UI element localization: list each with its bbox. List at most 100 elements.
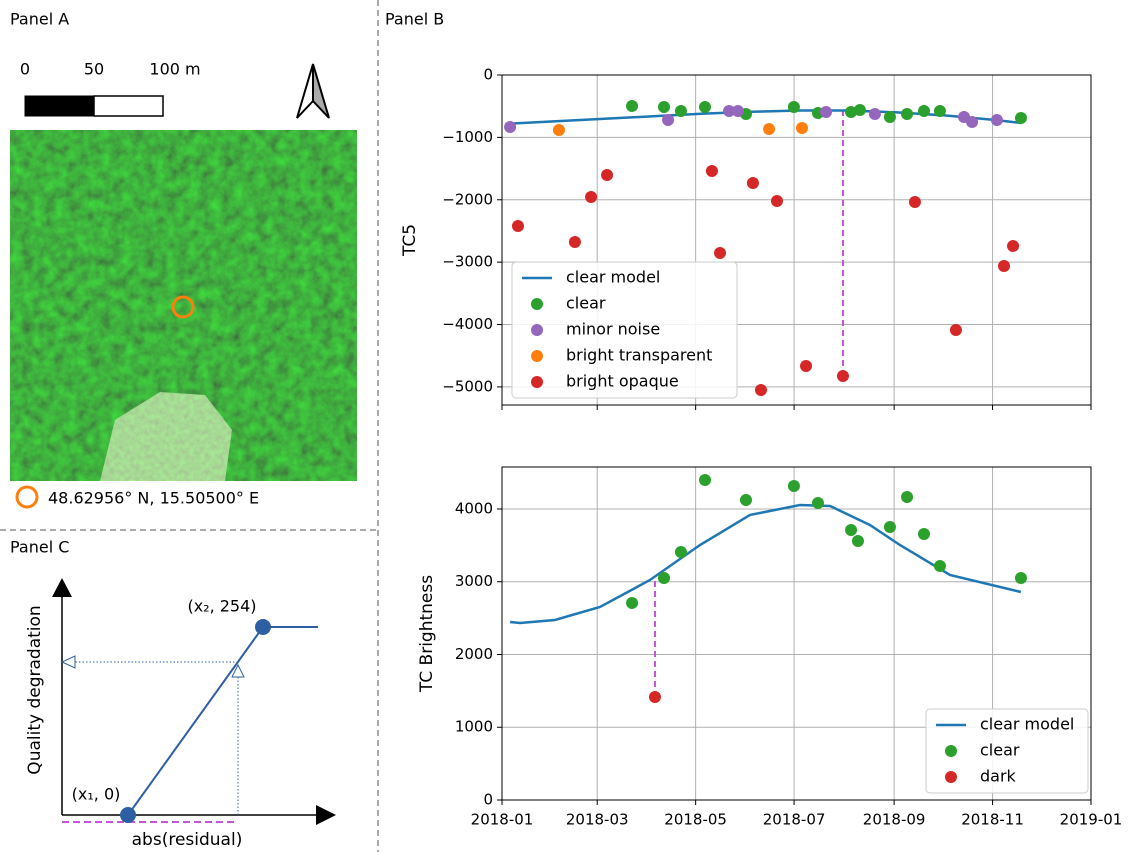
y-tick-label: −4000 [442, 315, 493, 333]
point [901, 491, 913, 503]
panel-label: Panel A [10, 10, 69, 29]
legend-label: clear model [566, 268, 660, 287]
point [675, 546, 687, 558]
y-axis-label: Quality degradation [25, 605, 45, 774]
point [626, 100, 638, 112]
y-axis-label: TC5 [400, 224, 420, 257]
x-tick-label: 2018-11 [961, 811, 1024, 829]
point [852, 535, 864, 547]
point [512, 220, 524, 232]
legend-swatch [531, 350, 543, 362]
point [950, 324, 962, 336]
legend-label: clear [566, 294, 606, 313]
legend-label: dark [980, 767, 1017, 786]
degradation-curve [128, 627, 318, 815]
figure: Panel A 0 50 100 m 48.62956° N, 15.50500… [0, 0, 1134, 852]
point [658, 572, 670, 584]
point [732, 105, 744, 117]
x-tick-label: 2018-03 [566, 811, 629, 829]
point [658, 101, 670, 113]
point [869, 108, 881, 120]
point [755, 384, 767, 396]
x-tick-label: 2018-01 [471, 811, 534, 829]
point [909, 196, 921, 208]
y-tick-label: −2000 [442, 190, 493, 208]
legend-swatch [945, 745, 957, 757]
point [884, 521, 896, 533]
axis-arrow [52, 578, 72, 597]
point [585, 191, 597, 203]
x-tick-label: 2018-09 [863, 811, 926, 829]
point [918, 105, 930, 117]
point [854, 104, 866, 116]
north-arrow [297, 64, 313, 118]
legend-swatch [531, 298, 543, 310]
scale-label: 0 [20, 60, 30, 79]
point [934, 560, 946, 572]
y-tick-label: −3000 [442, 253, 493, 271]
point [918, 528, 930, 540]
x-tick-label: 2018-07 [763, 811, 826, 829]
point [884, 111, 896, 123]
point [714, 247, 726, 259]
scale-label: 100 m [149, 60, 200, 79]
point [966, 116, 978, 128]
point [747, 177, 759, 189]
point [771, 195, 783, 207]
legend-label: clear model [980, 715, 1074, 734]
point [699, 101, 711, 113]
y-axis-label: TC Brightness [417, 575, 437, 693]
node-label: (x₁, 0) [72, 785, 121, 804]
axis-arrow [316, 805, 336, 825]
north-arrow [313, 64, 329, 118]
point [788, 480, 800, 492]
point [1015, 572, 1027, 584]
guide-arrow [62, 656, 75, 668]
x-axis-label: abs(residual) [132, 830, 243, 850]
legend-swatch [531, 376, 543, 388]
y-tick-label: 0 [483, 791, 493, 809]
point [1015, 112, 1027, 124]
legend-label: bright opaque [566, 372, 679, 391]
location-legend-marker [17, 487, 37, 507]
point [998, 260, 1010, 272]
curve-node [120, 807, 136, 823]
scale-label: 50 [84, 60, 104, 79]
coordinates: 48.62956° N, 15.50500° E [48, 489, 259, 508]
y-tick-label: 2000 [455, 645, 493, 663]
point [1007, 240, 1019, 252]
scale-bar [94, 96, 163, 116]
point [662, 114, 674, 126]
point [800, 360, 812, 372]
point [820, 106, 832, 118]
panel-label: Panel C [10, 538, 69, 557]
y-tick-label: −1000 [442, 128, 493, 146]
scale-bar [25, 96, 94, 116]
point [601, 169, 613, 181]
point [837, 370, 849, 382]
point [699, 474, 711, 486]
curve-node [255, 619, 271, 635]
legend-swatch [531, 324, 543, 336]
y-tick-label: 1000 [455, 718, 493, 736]
y-tick-label: 4000 [455, 499, 493, 517]
point [812, 497, 824, 509]
legend-label: minor noise [566, 320, 660, 339]
point [901, 108, 913, 120]
point [706, 165, 718, 177]
y-tick-label: −5000 [442, 377, 493, 395]
point [569, 236, 581, 248]
point [649, 691, 661, 703]
legend-swatch [945, 771, 957, 783]
point [504, 121, 516, 133]
legend-label: bright transparent [566, 346, 712, 365]
point [626, 597, 638, 609]
point [763, 123, 775, 135]
point [553, 124, 565, 136]
point [740, 494, 752, 506]
legend-label: clear [980, 741, 1020, 760]
point [934, 105, 946, 117]
point [991, 114, 1003, 126]
y-tick-label: 3000 [455, 572, 493, 590]
point [796, 122, 808, 134]
